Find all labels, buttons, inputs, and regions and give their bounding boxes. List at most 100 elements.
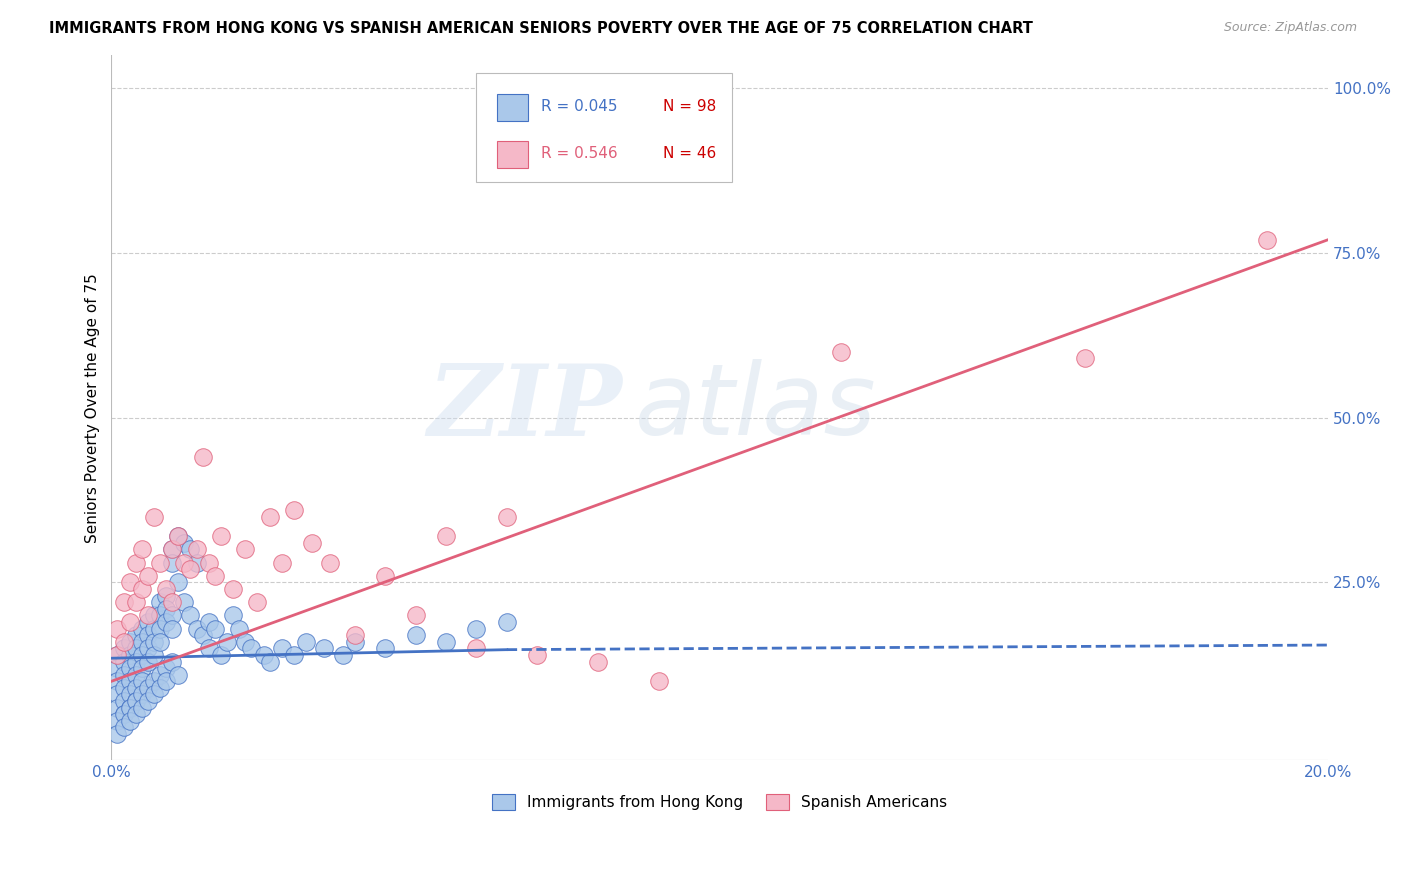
Point [155,589,177,603]
FancyBboxPatch shape [498,141,527,168]
Point [149,634,172,648]
Point [118,700,141,714]
Point [252,648,274,662]
Point [118,714,141,728]
Point [125,667,148,681]
Point [162,556,184,570]
Point [167,667,190,681]
Point [149,622,172,636]
Point [131,661,153,675]
Point [112,707,135,722]
Point [179,608,201,623]
Point [112,634,135,648]
Point [112,707,135,722]
Point [204,622,226,636]
FancyBboxPatch shape [498,94,527,120]
Point [343,634,366,648]
Point [259,509,281,524]
Text: ZIP: ZIP [427,359,623,456]
Point [167,575,190,590]
Point [191,450,214,465]
Point [112,681,135,695]
Point [405,608,427,623]
Point [222,608,245,623]
Point [167,529,190,543]
Point [434,634,457,648]
Point [197,615,219,629]
Point [173,536,195,550]
Point [233,634,256,648]
Point [709,101,731,115]
Point [155,661,177,675]
Point [495,509,517,524]
Point [131,542,153,557]
Point [155,615,177,629]
Point [112,655,135,669]
Point [125,694,148,708]
Point [162,595,184,609]
Point [112,694,135,708]
Point [131,648,153,662]
Point [374,569,396,583]
Point [136,628,159,642]
Point [112,667,135,681]
Point [162,542,184,557]
Point [283,648,305,662]
Point [112,595,135,609]
Point [131,582,153,596]
Point [319,556,342,570]
Point [143,648,166,662]
Point [186,542,208,557]
Point [136,655,159,669]
Point [343,628,366,642]
Point [648,674,671,689]
Point [112,721,135,735]
Point [112,641,135,656]
Point [270,556,292,570]
Point [283,503,305,517]
Point [204,569,226,583]
Point [197,641,219,656]
Point [179,562,201,576]
Point [125,595,148,609]
Point [173,556,195,570]
Point [162,655,184,669]
Point [125,694,148,708]
Point [191,628,214,642]
Text: R = 0.546: R = 0.546 [541,146,617,161]
Text: Source: ZipAtlas.com: Source: ZipAtlas.com [1223,21,1357,34]
Point [107,714,129,728]
Point [149,667,172,681]
Point [465,641,488,656]
Point [107,688,129,702]
Point [136,569,159,583]
Point [107,674,129,689]
Point [118,674,141,689]
Point [186,556,208,570]
Point [586,655,609,669]
Point [179,542,201,557]
Point [118,575,141,590]
Y-axis label: Seniors Poverty Over the Age of 75: Seniors Poverty Over the Age of 75 [86,273,100,542]
Point [186,622,208,636]
Point [107,622,129,636]
Point [136,641,159,656]
Point [107,727,129,741]
Point [197,556,219,570]
Point [131,634,153,648]
Point [149,556,172,570]
Point [295,634,318,648]
Point [149,595,172,609]
Point [118,615,141,629]
Point [215,634,238,648]
Point [143,688,166,702]
Point [118,688,141,702]
FancyBboxPatch shape [477,73,733,182]
Point [495,615,517,629]
Legend: Immigrants from Hong Kong, Spanish Americans: Immigrants from Hong Kong, Spanish Ameri… [486,788,953,816]
Point [131,674,153,689]
Point [155,674,177,689]
Point [125,556,148,570]
Point [107,648,129,662]
Point [125,655,148,669]
